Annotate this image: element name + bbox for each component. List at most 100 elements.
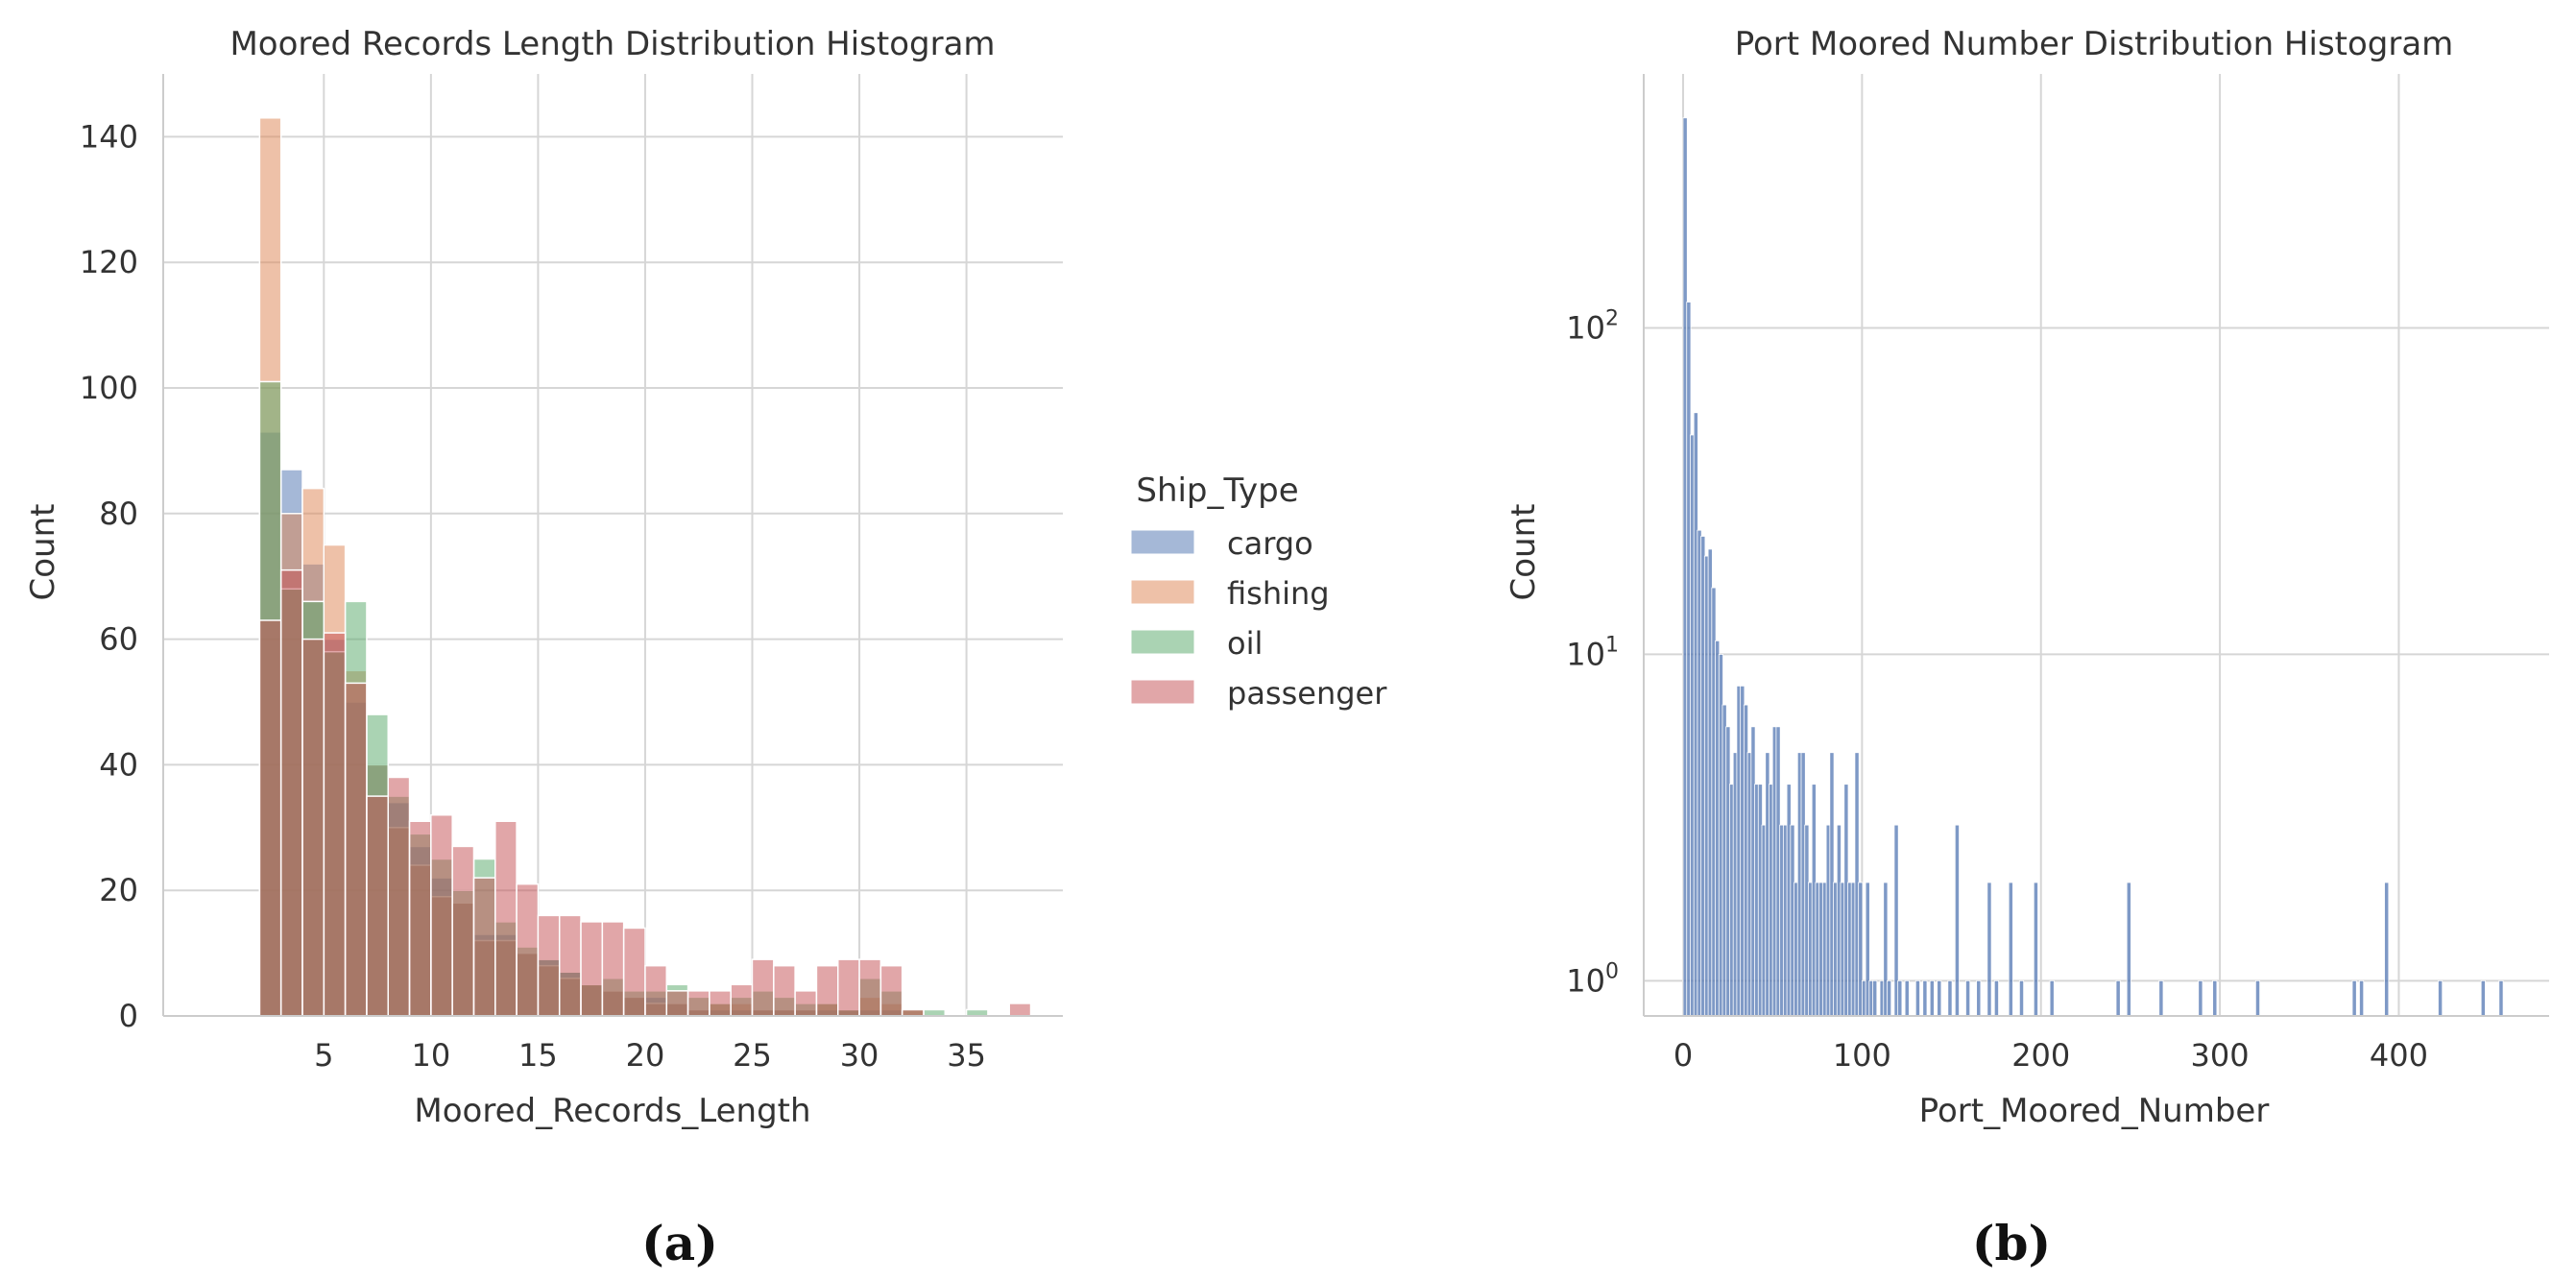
histogram-bar	[1937, 979, 1942, 1017]
histogram-bar-passenger	[622, 927, 646, 1017]
histogram-bar-passenger	[837, 958, 860, 1017]
x-tick-label: 400	[2370, 1037, 2428, 1074]
caption-b: (b)	[1972, 1215, 2051, 1271]
histogram-bar-passenger	[323, 632, 347, 1017]
y-tick-label: 101	[1566, 633, 1619, 672]
histogram-bar-passenger	[430, 813, 453, 1017]
histogram-bar	[1897, 979, 1903, 1017]
histogram-bar	[2049, 979, 2055, 1017]
histogram-bar-passenger	[1008, 1003, 1032, 1017]
x-tick-label: 35	[947, 1037, 986, 1074]
legend-swatch-oil	[1130, 629, 1195, 655]
histogram-bar-passenger	[366, 795, 390, 1017]
histogram-bar-passenger	[730, 983, 754, 1017]
bars-b	[1682, 117, 2504, 1017]
y-axis-label-a: Count	[24, 504, 62, 601]
histogram-bar	[1872, 979, 1878, 1017]
histogram-bar-passenger	[644, 964, 668, 1017]
legend-swatch-passenger	[1130, 679, 1195, 705]
spines-b	[1643, 74, 2549, 1017]
histogram-bar-passenger	[709, 990, 732, 1017]
histogram-bar	[2359, 979, 2365, 1017]
histogram-bar	[2480, 979, 2486, 1017]
y-tick-label: 20	[99, 872, 138, 908]
histogram-bar-passenger	[301, 638, 325, 1017]
x-tick-label: 20	[626, 1037, 665, 1074]
histogram-bar-passenger	[580, 921, 604, 1017]
histogram-bar	[2438, 979, 2444, 1017]
histogram-bar-passenger	[537, 914, 561, 1017]
histogram-bar-passenger	[858, 958, 882, 1017]
caption-a: (a)	[641, 1215, 718, 1271]
histogram-bar	[1904, 979, 1910, 1017]
legend-items: cargo fishing oil passenger	[1130, 525, 1387, 712]
histogram-bar	[2198, 979, 2203, 1017]
histogram-bar-passenger	[815, 964, 839, 1017]
y-axis-label-b: Count	[1505, 504, 1543, 601]
histogram-bar	[2254, 979, 2261, 1017]
histogram-panel-a: 5 10 15 20 25 30 35 0 20 40 60 80 100 120 140 Moored R…	[24, 25, 1063, 1130]
chart-title-b: Port Moored Number Distribution Histogra…	[1735, 25, 2454, 63]
histogram-bar-passenger	[879, 964, 903, 1017]
y-tick-label: 102	[1566, 307, 1619, 347]
legend-title: Ship_Type	[1136, 471, 1298, 510]
histogram-bar-passenger	[494, 820, 518, 1017]
histogram-bar-passenger	[601, 921, 625, 1017]
histogram-bar	[2384, 882, 2390, 1017]
histogram-bar-passenger	[279, 568, 303, 1017]
y-tick-label: 60	[99, 621, 138, 658]
x-tick-label: 10	[412, 1037, 451, 1074]
legend: Ship_Type cargo fishing oil passenger	[1130, 471, 1387, 712]
legend-label-cargo: cargo	[1227, 525, 1313, 562]
ticks-b: 0 100 200 300 400 100 101 102	[1566, 307, 2428, 1074]
histogram-bar	[2126, 882, 2131, 1017]
histogram-bar	[1954, 824, 1960, 1017]
histogram-bar	[1993, 979, 1999, 1017]
x-axis-label-a: Moored_Records_Length	[414, 1092, 810, 1130]
histogram-bar	[2115, 979, 2121, 1017]
histogram-bar-passenger	[387, 776, 411, 1017]
histogram-bar-passenger	[258, 619, 282, 1017]
histogram-bar-passenger	[686, 990, 710, 1017]
histogram-bar-passenger	[558, 914, 582, 1017]
x-tick-label: 25	[733, 1037, 772, 1074]
y-tick-label: 40	[99, 746, 138, 783]
bars-a	[258, 117, 1032, 1017]
histogram-bar-passenger	[451, 845, 475, 1017]
histogram-bar-passenger	[665, 990, 689, 1017]
histogram-bar	[2008, 882, 2013, 1017]
histogram-bar	[2033, 882, 2038, 1017]
x-tick-label: 5	[314, 1037, 333, 1074]
legend-label-fishing: fishing	[1227, 575, 1330, 612]
histogram-bar-passenger	[344, 682, 368, 1017]
y-tick-label: 0	[119, 998, 138, 1034]
histogram-bar	[1976, 979, 1982, 1017]
chart-title-a: Moored Records Length Distribution Histo…	[229, 25, 995, 63]
legend-label-passenger: passenger	[1227, 675, 1387, 712]
x-tick-label: 30	[840, 1037, 879, 1074]
x-tick-label: 100	[1833, 1037, 1891, 1074]
y-tick-label: 100	[80, 370, 138, 406]
histogram-bar	[2158, 979, 2164, 1017]
y-tick-label: 120	[80, 244, 138, 280]
x-axis-label-b: Port_Moored_Number	[1919, 1092, 2270, 1130]
histogram-bar	[1922, 979, 1928, 1017]
x-tick-label: 0	[1673, 1037, 1693, 1074]
y-tick-label: 80	[99, 495, 138, 532]
histogram-bar	[1965, 979, 1971, 1017]
y-tick-label: 140	[80, 118, 138, 155]
x-tick-label: 15	[518, 1037, 558, 1074]
y-tick-label: 100	[1566, 959, 1619, 999]
histogram-bar	[2018, 979, 2025, 1017]
histogram-bar-passenger	[794, 990, 818, 1017]
legend-label-oil: oil	[1227, 625, 1263, 662]
histogram-bar-passenger	[516, 882, 540, 1017]
histogram-panel-b: 0 100 200 300 400 100 101 102 Port Moored Numbe…	[1505, 25, 2549, 1130]
spines-a	[162, 74, 1063, 1017]
histogram-bar	[2212, 979, 2218, 1017]
x-tick-label: 300	[2191, 1037, 2250, 1074]
histogram-bar-passenger	[408, 820, 432, 1017]
legend-swatch-fishing	[1130, 579, 1195, 605]
histogram-bar	[1986, 882, 1992, 1017]
